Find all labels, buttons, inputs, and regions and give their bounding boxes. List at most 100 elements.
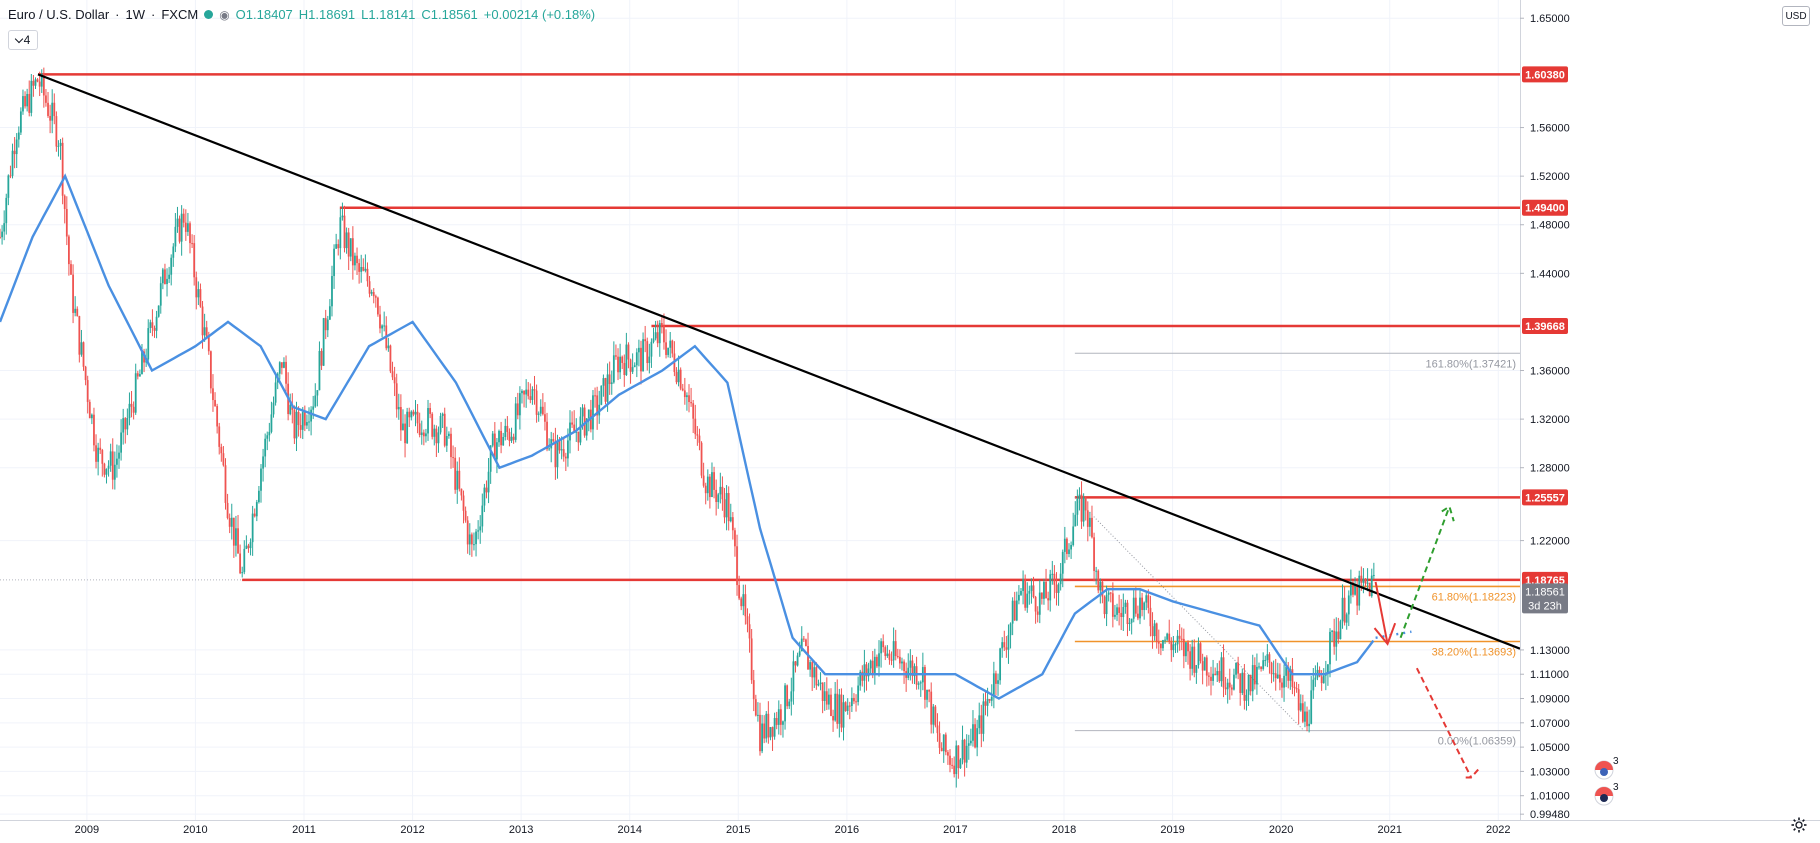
candle-body bbox=[1105, 594, 1108, 615]
candle-body bbox=[992, 673, 995, 697]
candle-body bbox=[356, 255, 358, 264]
candle-body bbox=[627, 344, 630, 360]
candle-body bbox=[527, 389, 530, 397]
candle-body bbox=[984, 701, 987, 706]
candle-body bbox=[1189, 651, 1192, 669]
candle-body bbox=[986, 698, 989, 706]
candle-body bbox=[138, 374, 141, 377]
candle-body bbox=[1111, 593, 1114, 617]
indicators-toggle-button[interactable]: 4 bbox=[8, 30, 38, 50]
candle-body bbox=[779, 709, 782, 725]
candle-body bbox=[1101, 581, 1104, 597]
candle-body bbox=[341, 215, 344, 218]
separator: · bbox=[151, 7, 156, 22]
candle-body bbox=[454, 457, 457, 490]
candle-body bbox=[965, 745, 968, 763]
candle-body bbox=[514, 403, 517, 440]
candle-body bbox=[562, 449, 565, 457]
candle-body bbox=[1059, 573, 1062, 585]
candle-body bbox=[358, 263, 361, 272]
candle-body bbox=[470, 534, 473, 545]
candle-body bbox=[368, 281, 371, 294]
candle-body bbox=[1001, 642, 1004, 649]
candle-body bbox=[884, 647, 887, 657]
candle-body bbox=[504, 425, 507, 437]
candle-body bbox=[393, 377, 396, 384]
level-price-label: 1.49400 bbox=[1525, 203, 1565, 215]
candle-body bbox=[727, 493, 730, 522]
candle-body bbox=[427, 408, 429, 434]
fib-level-label: 0.00%(1.06359) bbox=[1438, 736, 1516, 748]
candle-body bbox=[1045, 581, 1047, 599]
candle-body bbox=[283, 361, 285, 368]
candle-body bbox=[381, 325, 383, 329]
candle-body bbox=[224, 465, 227, 503]
candle-body bbox=[1182, 638, 1185, 657]
candle-body bbox=[429, 408, 432, 414]
candle-body bbox=[1306, 711, 1308, 727]
candle-body bbox=[161, 269, 164, 284]
candle-body bbox=[1362, 578, 1365, 583]
candle-body bbox=[201, 306, 204, 336]
candle-body bbox=[934, 706, 937, 726]
interval-label[interactable]: 1W bbox=[125, 7, 146, 22]
candle-body bbox=[70, 264, 72, 275]
candle-body bbox=[951, 764, 953, 766]
candle-body bbox=[976, 728, 979, 748]
candle-body bbox=[706, 476, 709, 494]
candle-body bbox=[1278, 674, 1281, 683]
candle-body bbox=[880, 641, 882, 654]
candle-body bbox=[1216, 671, 1219, 676]
candle-body bbox=[216, 406, 219, 427]
candle-body bbox=[1304, 711, 1306, 722]
candle-body bbox=[333, 248, 335, 277]
candle-body bbox=[683, 390, 686, 398]
candle-body bbox=[1297, 689, 1300, 711]
candle-body bbox=[1228, 682, 1231, 688]
candle-body bbox=[404, 423, 406, 444]
candle-body bbox=[364, 268, 367, 271]
candle-body bbox=[1020, 590, 1022, 595]
candle-body bbox=[1226, 682, 1229, 690]
candle-body bbox=[535, 390, 538, 415]
x-tick-label: 2010 bbox=[183, 824, 207, 836]
candle-body bbox=[786, 685, 789, 707]
candle-body bbox=[264, 438, 267, 457]
candle-body bbox=[1028, 590, 1031, 594]
candle-body bbox=[1287, 666, 1290, 681]
eye-icon[interactable]: ◉ bbox=[219, 7, 230, 22]
candle-body bbox=[170, 257, 173, 275]
candle-body bbox=[1120, 612, 1123, 618]
candle-body bbox=[1260, 666, 1262, 669]
candle-body bbox=[894, 641, 897, 657]
candle-body bbox=[552, 439, 555, 442]
candle-body bbox=[1055, 584, 1058, 593]
candle-body bbox=[587, 409, 590, 419]
candle-body bbox=[608, 374, 611, 385]
candle-body bbox=[318, 350, 321, 391]
gear-icon[interactable] bbox=[1790, 816, 1808, 834]
candle-body bbox=[648, 356, 651, 364]
candle-body bbox=[72, 274, 74, 313]
candle-body bbox=[431, 413, 434, 437]
candle-body bbox=[1341, 597, 1344, 622]
candle-body bbox=[792, 661, 795, 692]
candle-body bbox=[890, 659, 893, 661]
candle-body bbox=[1103, 596, 1106, 615]
y-tick-label: 1.11000 bbox=[1530, 669, 1569, 681]
candle-body bbox=[61, 142, 64, 196]
candle-body bbox=[711, 472, 713, 498]
candle-body bbox=[677, 369, 680, 383]
candle-body bbox=[978, 715, 981, 729]
currency-button[interactable]: USD bbox=[1782, 6, 1810, 26]
candle-body bbox=[617, 356, 619, 373]
candle-body bbox=[1358, 575, 1361, 606]
candle-body bbox=[815, 667, 818, 686]
symbol-name[interactable]: Euro / U.S. Dollar bbox=[8, 7, 110, 22]
candle-body bbox=[1201, 661, 1204, 671]
candle-body bbox=[961, 739, 964, 760]
level-price-tag bbox=[1522, 317, 1568, 334]
candle-body bbox=[118, 452, 120, 459]
